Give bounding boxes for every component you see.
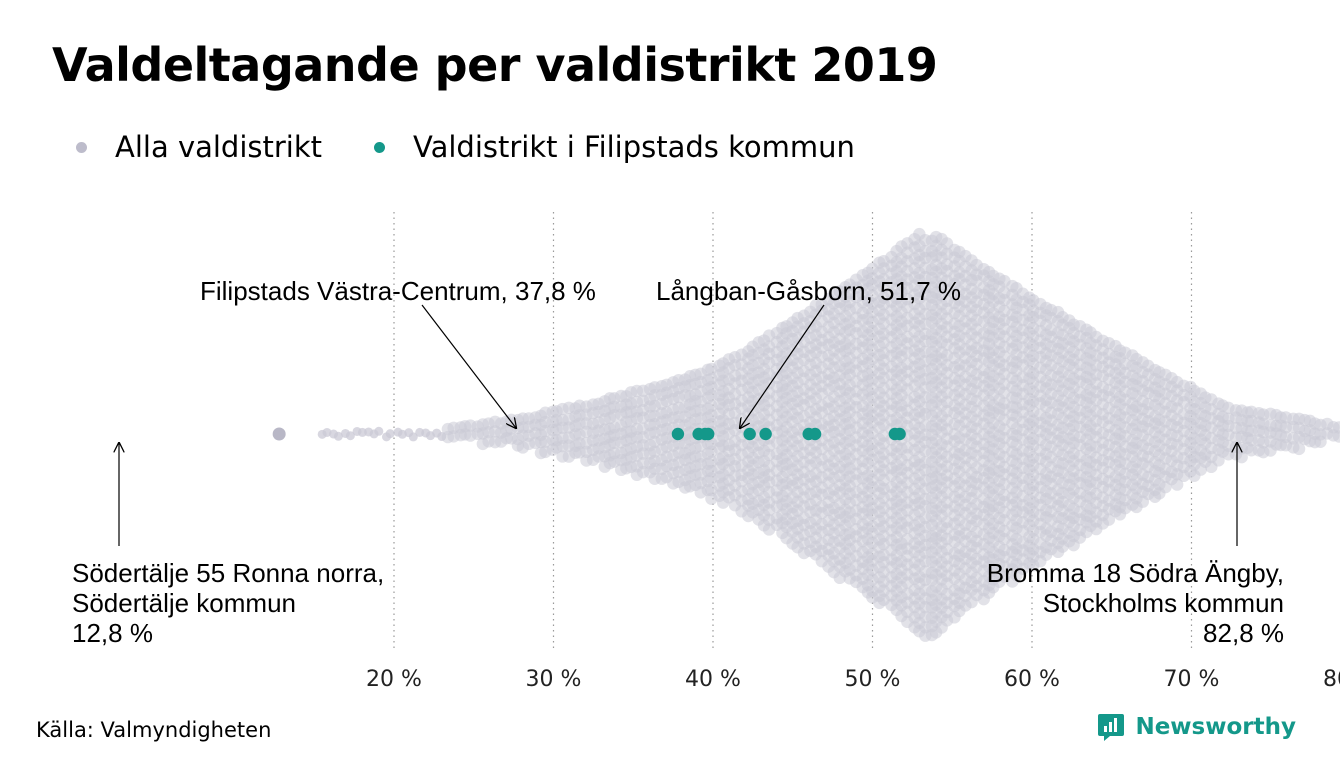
annotation-arrow bbox=[740, 304, 825, 428]
tick-label: 20 % bbox=[366, 667, 422, 692]
district-point bbox=[1332, 430, 1340, 443]
tick-label: 50 % bbox=[845, 667, 901, 692]
annotation-sodertalje-line3: 12,8 % bbox=[72, 618, 153, 648]
district-point bbox=[385, 429, 395, 439]
district-point bbox=[345, 431, 355, 441]
district-point bbox=[1235, 450, 1248, 464]
chart-title: Valdeltagande per valdistrikt 2019 bbox=[52, 38, 938, 92]
legend-dot-icon bbox=[76, 141, 87, 153]
tick-label: 80 % bbox=[1323, 667, 1340, 692]
annotation-bromma-line1: Bromma 18 Södra Ängby, bbox=[987, 558, 1284, 588]
filipstad-point bbox=[671, 427, 685, 441]
tick-label: 60 % bbox=[1004, 667, 1060, 692]
beeswarm-chart: 20 % 30 % 40 % 50 % 60 % 70 % 80 % Filipstads … bbox=[72, 212, 1340, 692]
annotation-bromma-line2: Stockholms kommun bbox=[1043, 588, 1284, 618]
filipstad-point bbox=[743, 427, 756, 441]
newsworthy-logo-icon bbox=[1098, 714, 1125, 741]
district-point bbox=[408, 432, 418, 442]
source-note: Källa: Valmyndigheten bbox=[36, 718, 272, 742]
legend-item-all: Alla valdistrikt bbox=[76, 130, 322, 164]
filipstad-point bbox=[702, 427, 715, 441]
district-point bbox=[1314, 435, 1327, 448]
filipstad-point bbox=[893, 427, 906, 441]
tick-label: 40 % bbox=[685, 667, 741, 692]
district-point-min bbox=[272, 427, 286, 441]
annotation-sodertalje-line2: Södertälje kommun bbox=[72, 588, 296, 618]
x-axis-ticks: 20 % 30 % 40 % 50 % 60 % 70 % 80 % bbox=[366, 667, 1340, 692]
tick-label: 70 % bbox=[1164, 667, 1220, 692]
legend-item-filipstad: Valdistrikt i Filipstads kommun bbox=[374, 130, 855, 164]
annotation-arrow bbox=[421, 304, 516, 428]
brand-name: Newsworthy bbox=[1135, 714, 1296, 740]
annotation-sodertalje-line1: Södertälje 55 Ronna norra, bbox=[72, 558, 384, 588]
district-point bbox=[1170, 478, 1184, 491]
brand-logo: Newsworthy bbox=[1097, 712, 1296, 742]
annotation-filipstads-vastra-centrum: Filipstads Västra-Centrum, 37,8 % bbox=[200, 276, 596, 306]
legend-label: Alla valdistrikt bbox=[115, 130, 323, 164]
district-point bbox=[333, 431, 343, 441]
tick-label: 30 % bbox=[526, 667, 582, 692]
annotation-langban-gasborn: Långban-Gåsborn, 51,7 % bbox=[656, 276, 961, 306]
annotation-bromma-line3: 82,8 % bbox=[1203, 618, 1284, 648]
legend-dot-icon bbox=[374, 141, 385, 153]
legend-label: Valdistrikt i Filipstads kommun bbox=[413, 130, 855, 164]
district-point bbox=[374, 426, 384, 436]
district-point bbox=[1102, 513, 1116, 526]
filipstad-point bbox=[808, 427, 822, 441]
district-point bbox=[1292, 442, 1306, 456]
swarm-filipstad-districts bbox=[671, 427, 906, 441]
annotations: Filipstads Västra-Centrum, 37,8 % Långba… bbox=[72, 276, 1284, 648]
filipstad-point bbox=[759, 427, 772, 441]
